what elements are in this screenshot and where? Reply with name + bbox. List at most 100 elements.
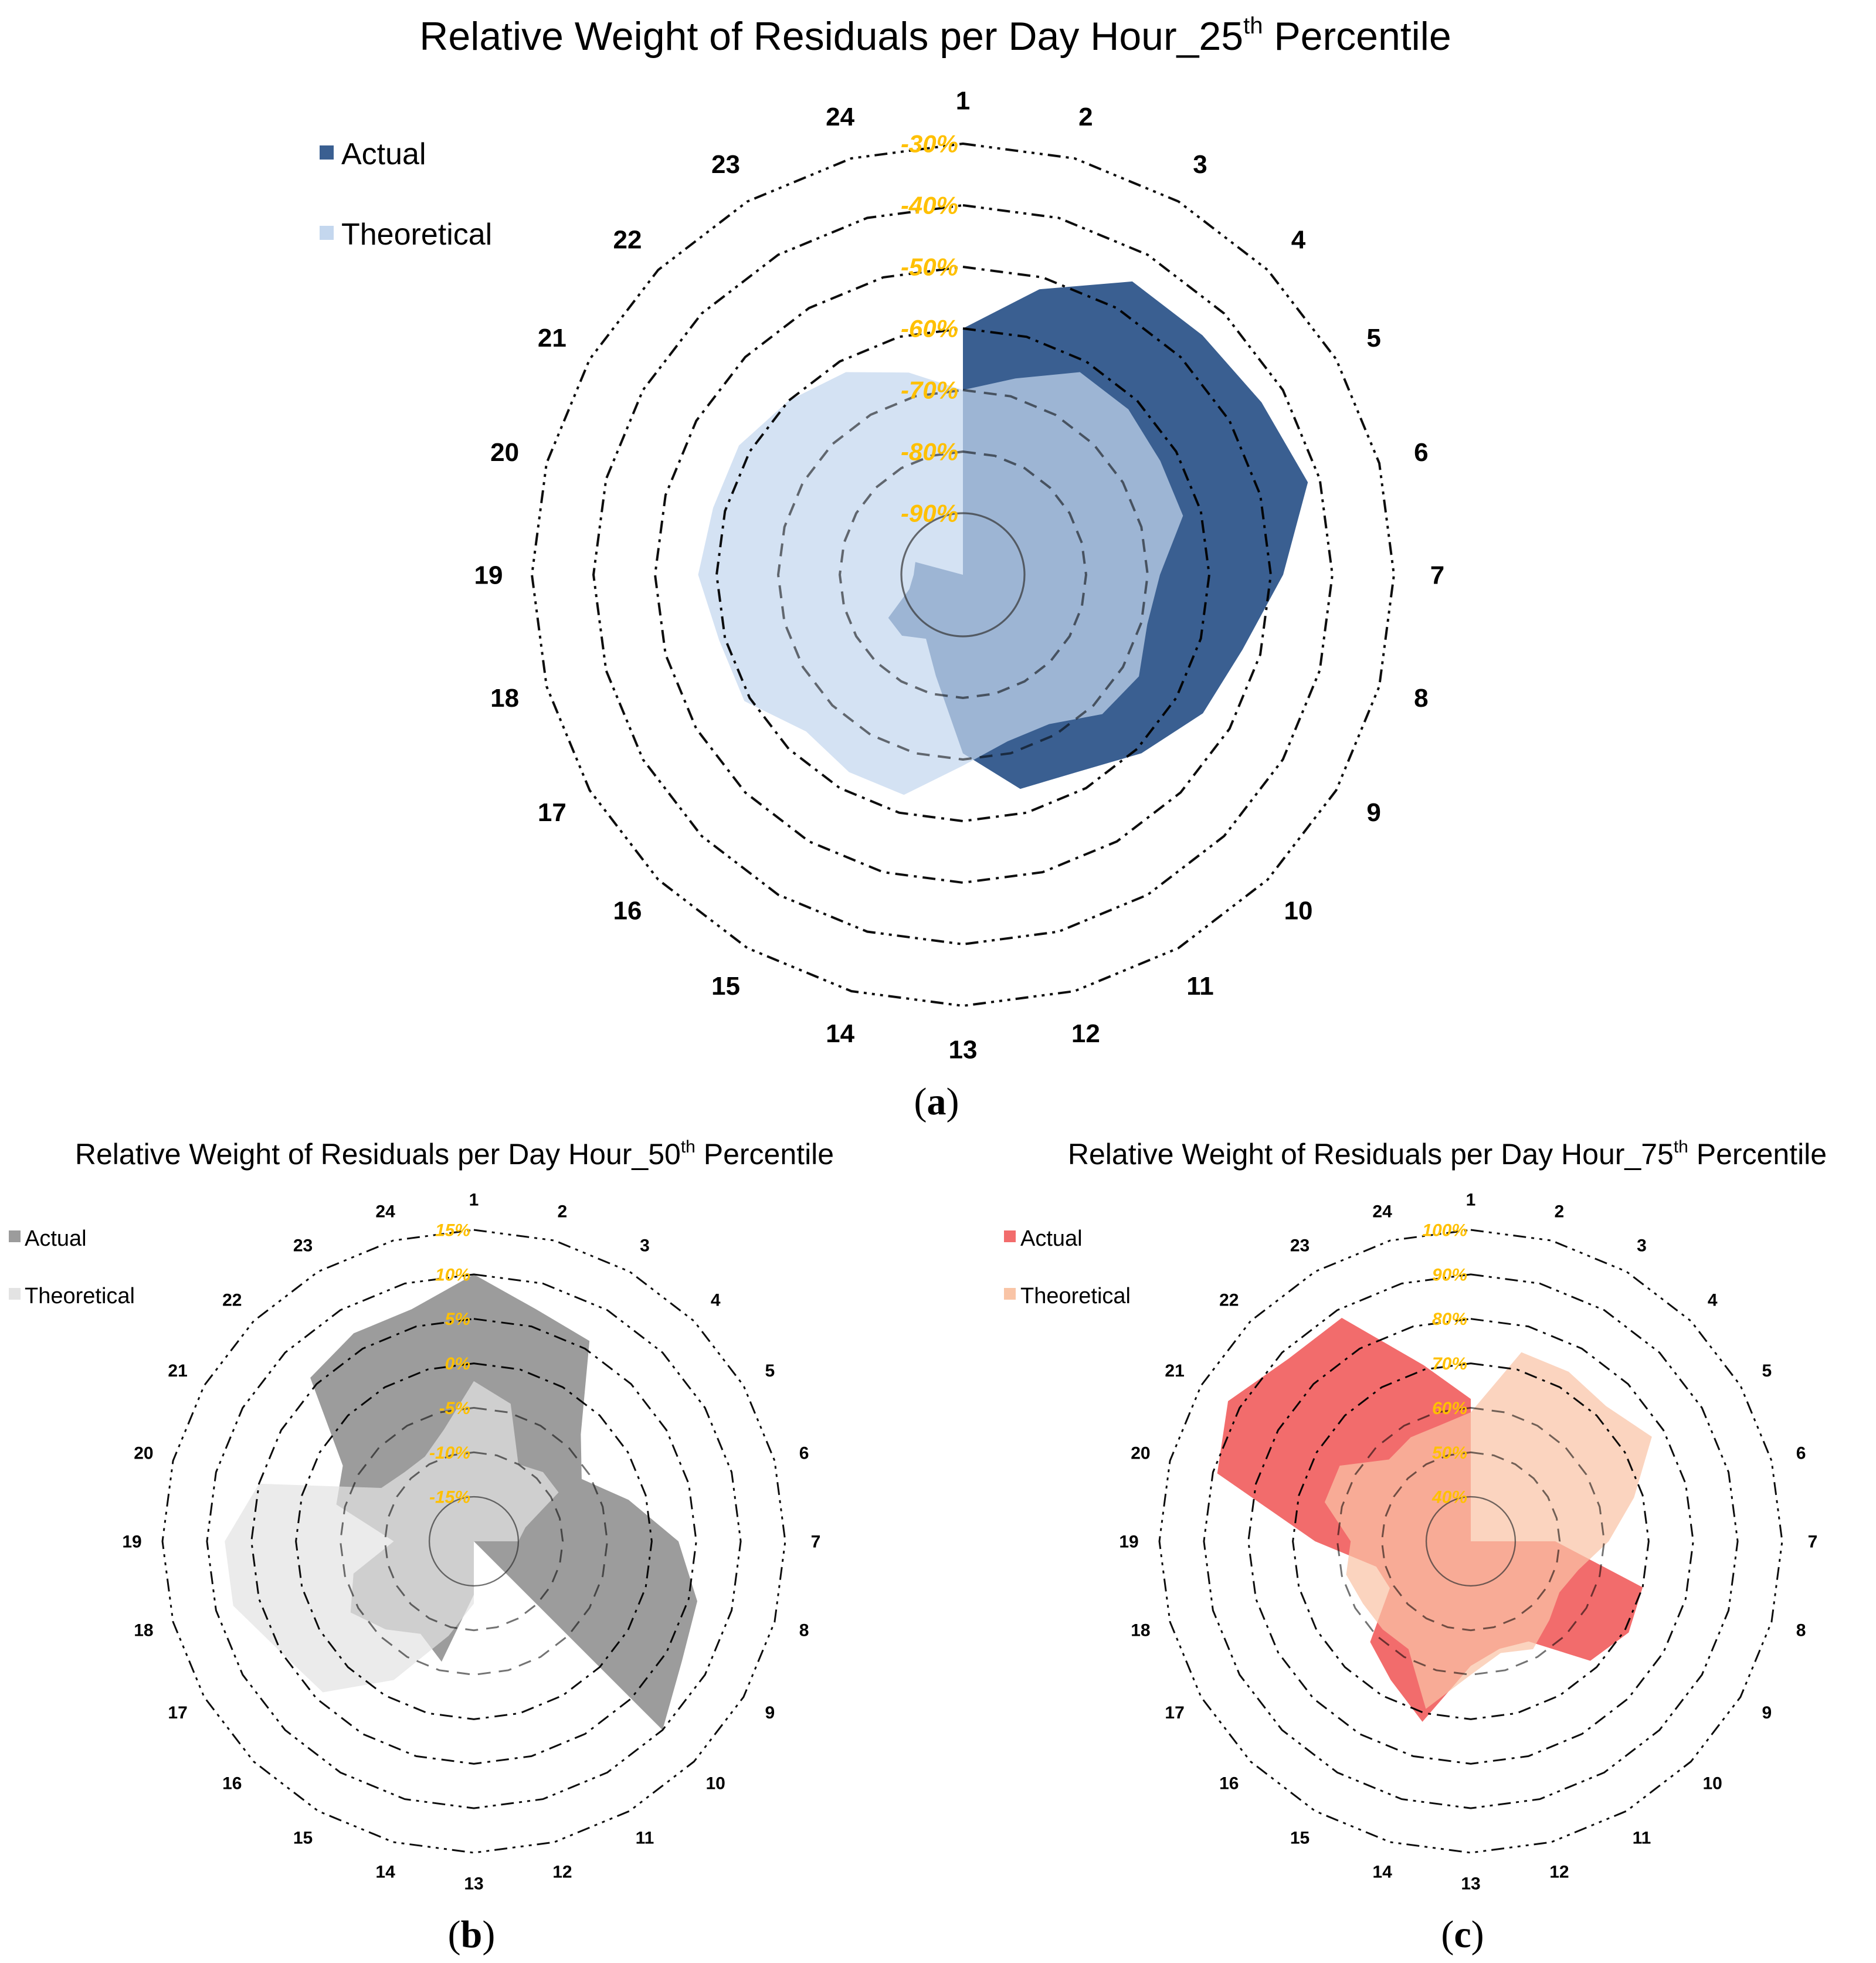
hour-label: 5 — [765, 1361, 775, 1381]
hour-label: 9 — [1762, 1703, 1772, 1723]
legend-label-theoretical-b: Theoretical — [25, 1284, 135, 1308]
grid-ring — [206, 1273, 742, 1809]
tick-label: -40% — [901, 192, 958, 219]
tick-label: 10% — [435, 1265, 470, 1284]
grid-ring — [1292, 1362, 1650, 1720]
hour-label: 22 — [1219, 1290, 1239, 1310]
hour-label: 7 — [1808, 1533, 1818, 1552]
hour-label: 8 — [1414, 684, 1428, 713]
hour-label: 15 — [711, 972, 740, 1001]
chart-panel-c: Relative Weight of Residuals per Day Hou… — [1004, 1137, 1827, 1956]
tick-label: -80% — [901, 438, 958, 466]
hour-label: 1 — [469, 1191, 479, 1210]
legend-label-theoretical-a: Theoretical — [341, 218, 492, 252]
chart-panel-b: Relative Weight of Residuals per Day Hou… — [9, 1137, 834, 1956]
hour-label: 7 — [811, 1533, 821, 1552]
series-area-theoretical — [1324, 1352, 1652, 1709]
hour-label: 23 — [1290, 1236, 1310, 1256]
grid-layer-c — [1158, 1229, 1783, 1854]
hour-label: 13 — [464, 1874, 483, 1894]
hour-label: 17 — [538, 798, 566, 827]
hour-label: 5 — [1366, 324, 1380, 352]
hour-label: 14 — [1372, 1863, 1392, 1882]
hour-label: 19 — [122, 1533, 141, 1552]
grid-ring — [250, 1318, 697, 1765]
hour-label: 21 — [168, 1361, 187, 1381]
hour-label: 24 — [375, 1202, 395, 1221]
caption-a: (a) — [914, 1080, 959, 1123]
tick-label: -30% — [901, 130, 958, 158]
hour-label: 6 — [1796, 1444, 1806, 1463]
hour-label: 22 — [222, 1290, 242, 1310]
grid-ring — [1425, 1496, 1517, 1587]
legend-label-actual-a: Actual — [341, 137, 426, 171]
tick-labels-c: 40% 50% 60% 70% 80% 90% 100% — [1422, 1221, 1467, 1507]
grid-ring — [838, 450, 1088, 700]
hour-label: 17 — [1165, 1703, 1184, 1723]
hour-label: 11 — [1633, 1828, 1651, 1847]
grid-ring — [776, 388, 1149, 761]
hour-label: 6 — [799, 1444, 809, 1463]
tick-label: 100% — [1422, 1221, 1467, 1240]
hour-label: 3 — [1193, 150, 1207, 179]
legend-label-actual-b: Actual — [25, 1226, 87, 1251]
hour-label: 16 — [222, 1774, 242, 1794]
hour-label: 15 — [293, 1828, 313, 1847]
tick-label: 50% — [1432, 1443, 1467, 1463]
hour-label: 4 — [1291, 225, 1306, 254]
hour-label: 23 — [293, 1236, 313, 1256]
tick-label: -15% — [429, 1488, 470, 1507]
hour-label: 15 — [1290, 1828, 1310, 1847]
grid-layer-a — [530, 142, 1396, 1008]
hour-label: 2 — [558, 1202, 568, 1221]
hour-label: 14 — [375, 1863, 395, 1882]
grid-ring — [384, 1451, 564, 1632]
legend-swatch-actual-a — [320, 145, 334, 160]
hour-label: 17 — [168, 1703, 187, 1723]
hour-label: 1 — [956, 86, 970, 115]
grid-ring — [295, 1362, 653, 1720]
tick-label: 60% — [1432, 1399, 1467, 1418]
grid-ring — [900, 512, 1026, 638]
hour-label: 2 — [1555, 1202, 1565, 1221]
tick-label: -90% — [901, 500, 958, 527]
caption-c: (c) — [1441, 1913, 1484, 1956]
grid-ring — [1380, 1451, 1561, 1632]
hour-label: 19 — [474, 561, 503, 589]
grid-ring — [653, 265, 1273, 884]
tick-label: -50% — [901, 253, 958, 281]
hour-label: 12 — [552, 1863, 572, 1882]
tick-label: 5% — [445, 1310, 470, 1329]
legend-swatch-theoretical-b — [9, 1288, 21, 1300]
hour-label: 10 — [706, 1774, 725, 1794]
hour-label: 9 — [1366, 798, 1380, 827]
chart-title-b: Relative Weight of Residuals per Day Hou… — [75, 1137, 834, 1171]
hour-label: 11 — [1186, 972, 1214, 1001]
hour-label: 12 — [1549, 1863, 1569, 1882]
hour-label: 24 — [826, 103, 854, 131]
hour-label: 4 — [711, 1290, 721, 1310]
hour-label: 20 — [490, 438, 519, 467]
hour-label: 20 — [134, 1444, 153, 1463]
hour-label: 13 — [949, 1035, 978, 1064]
hour-label: 18 — [134, 1620, 153, 1640]
hour-label: 11 — [636, 1828, 654, 1847]
tick-label: 80% — [1432, 1310, 1467, 1329]
hour-label: 21 — [538, 324, 566, 352]
hour-label: 16 — [613, 896, 642, 925]
hour-label: 14 — [826, 1019, 854, 1048]
chart-title-a: Relative Weight of Residuals per Day Hou… — [419, 13, 1451, 59]
hour-label: 18 — [490, 684, 519, 713]
hour-label: 5 — [1762, 1361, 1772, 1381]
hour-label: 4 — [1708, 1290, 1718, 1310]
tick-label: -5% — [439, 1399, 470, 1418]
tick-label: -60% — [901, 315, 958, 343]
legend-swatch-theoretical-c — [1004, 1288, 1016, 1300]
hour-label: 3 — [640, 1236, 650, 1256]
legend-swatch-theoretical-a — [320, 226, 334, 240]
hour-label: 7 — [1430, 561, 1444, 589]
